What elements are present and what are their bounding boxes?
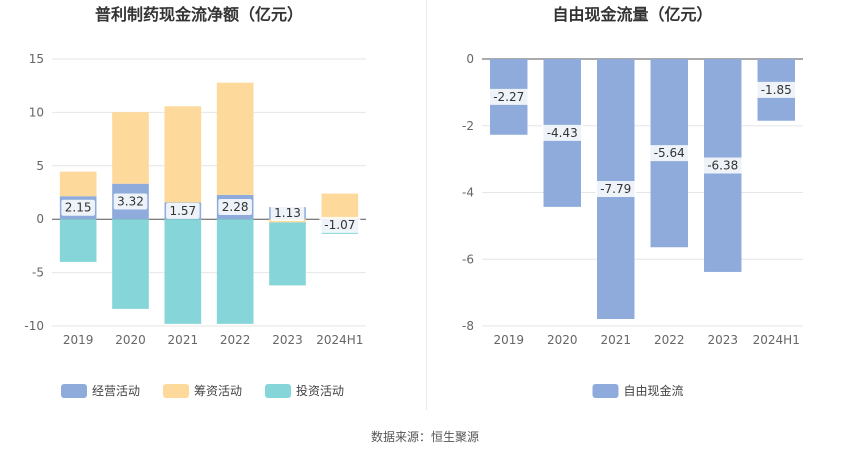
- legend-swatch: [592, 384, 619, 398]
- x-tick-label: 2019: [493, 333, 524, 347]
- x-tick-label: 2021: [600, 333, 631, 347]
- data-label-bg: [270, 205, 305, 222]
- data-label: -4.43: [547, 126, 578, 140]
- x-tick-label: 2023: [272, 333, 303, 347]
- bar-2-2024H1: [321, 193, 359, 220]
- data-label: 2.15: [65, 201, 92, 215]
- data-label: 1.13: [274, 206, 301, 220]
- y-tick-label: 10: [29, 105, 44, 119]
- data-label-bg: [319, 216, 361, 233]
- data-label-bg: [61, 199, 95, 216]
- x-tick-label: 2022: [220, 333, 251, 347]
- data-label-bg: [595, 180, 637, 197]
- x-tick-label: 2024H1: [753, 333, 800, 347]
- bar-3-2019: [59, 219, 97, 262]
- x-tick-label: 2020: [547, 333, 578, 347]
- y-tick-label: -8: [462, 319, 474, 333]
- legend-label: 筹资活动: [194, 384, 242, 398]
- x-tick-label: 2019: [63, 333, 94, 347]
- data-label-bg: [113, 193, 148, 210]
- y-tick-label: 5: [36, 159, 44, 173]
- data-label: -7.79: [600, 182, 631, 196]
- data-label: 2.28: [222, 200, 249, 214]
- y-tick-label: 0: [36, 212, 44, 226]
- legend-label: 自由现金流: [624, 383, 684, 398]
- data-label: -1.07: [324, 218, 355, 232]
- x-tick-label: 2020: [115, 333, 146, 347]
- bar-3-2022: [216, 219, 254, 324]
- data-label: 3.32: [117, 194, 144, 208]
- legend-swatch: [163, 384, 189, 398]
- y-tick-label: -2: [462, 119, 474, 133]
- data-label: 1.57: [169, 204, 196, 218]
- data-label-bg: [218, 199, 252, 216]
- data-label-bg: [166, 202, 200, 219]
- data-label-bg: [648, 145, 690, 162]
- bar-2-2021: [164, 106, 202, 203]
- x-tick-label: 2021: [168, 333, 199, 347]
- chart-divider: [426, 0, 427, 410]
- chart-title: 自由现金流量（亿元）: [552, 5, 712, 24]
- y-tick-label: -6: [462, 252, 474, 266]
- data-label: -5.64: [654, 146, 685, 160]
- legend-label: 经营活动: [92, 384, 140, 398]
- x-tick-label: 2024H1: [316, 333, 363, 347]
- chart-title: 普利制药现金流净额（亿元）: [95, 5, 303, 24]
- y-tick-label: -10: [24, 319, 44, 333]
- bar-3-2021: [164, 219, 202, 324]
- free-cash-flow-chart: 自由现金流量（亿元） 0 -2 -4 -6 -8 2019 2020 2021 2022 2023 2…: [462, 5, 803, 398]
- x-tick-label: 2022: [654, 333, 685, 347]
- y-tick-label: 15: [29, 52, 44, 66]
- y-tick-label: -5: [32, 266, 44, 280]
- legend-swatch: [265, 384, 291, 398]
- y-tick-label: 0: [466, 52, 474, 66]
- bar-3-2023: [269, 222, 306, 286]
- data-label: -6.38: [707, 158, 738, 172]
- bar-3-2020: [112, 219, 149, 309]
- y-tick-label: -4: [462, 186, 474, 200]
- x-tick-label: 2023: [707, 333, 738, 347]
- data-label-bg: [702, 157, 744, 174]
- legend-swatch: [61, 384, 87, 398]
- data-source-note: 数据来源：恒生聚源: [370, 430, 479, 444]
- cash-flow-net-chart: 普利制药现金流净额（亿元） 15 10 5 0 -5 -10 2019 2020 2021 2022…: [24, 5, 366, 398]
- data-label: -2.27: [493, 90, 524, 104]
- data-label-bg: [755, 81, 797, 98]
- bar-2-2022: [216, 82, 254, 195]
- data-label-bg: [541, 124, 583, 141]
- data-label: -1.85: [761, 83, 792, 97]
- bar-2-2019: [59, 171, 97, 197]
- bar-2-2020: [112, 112, 149, 184]
- legend-label: 投资活动: [296, 383, 344, 398]
- data-label-bg: [488, 88, 530, 105]
